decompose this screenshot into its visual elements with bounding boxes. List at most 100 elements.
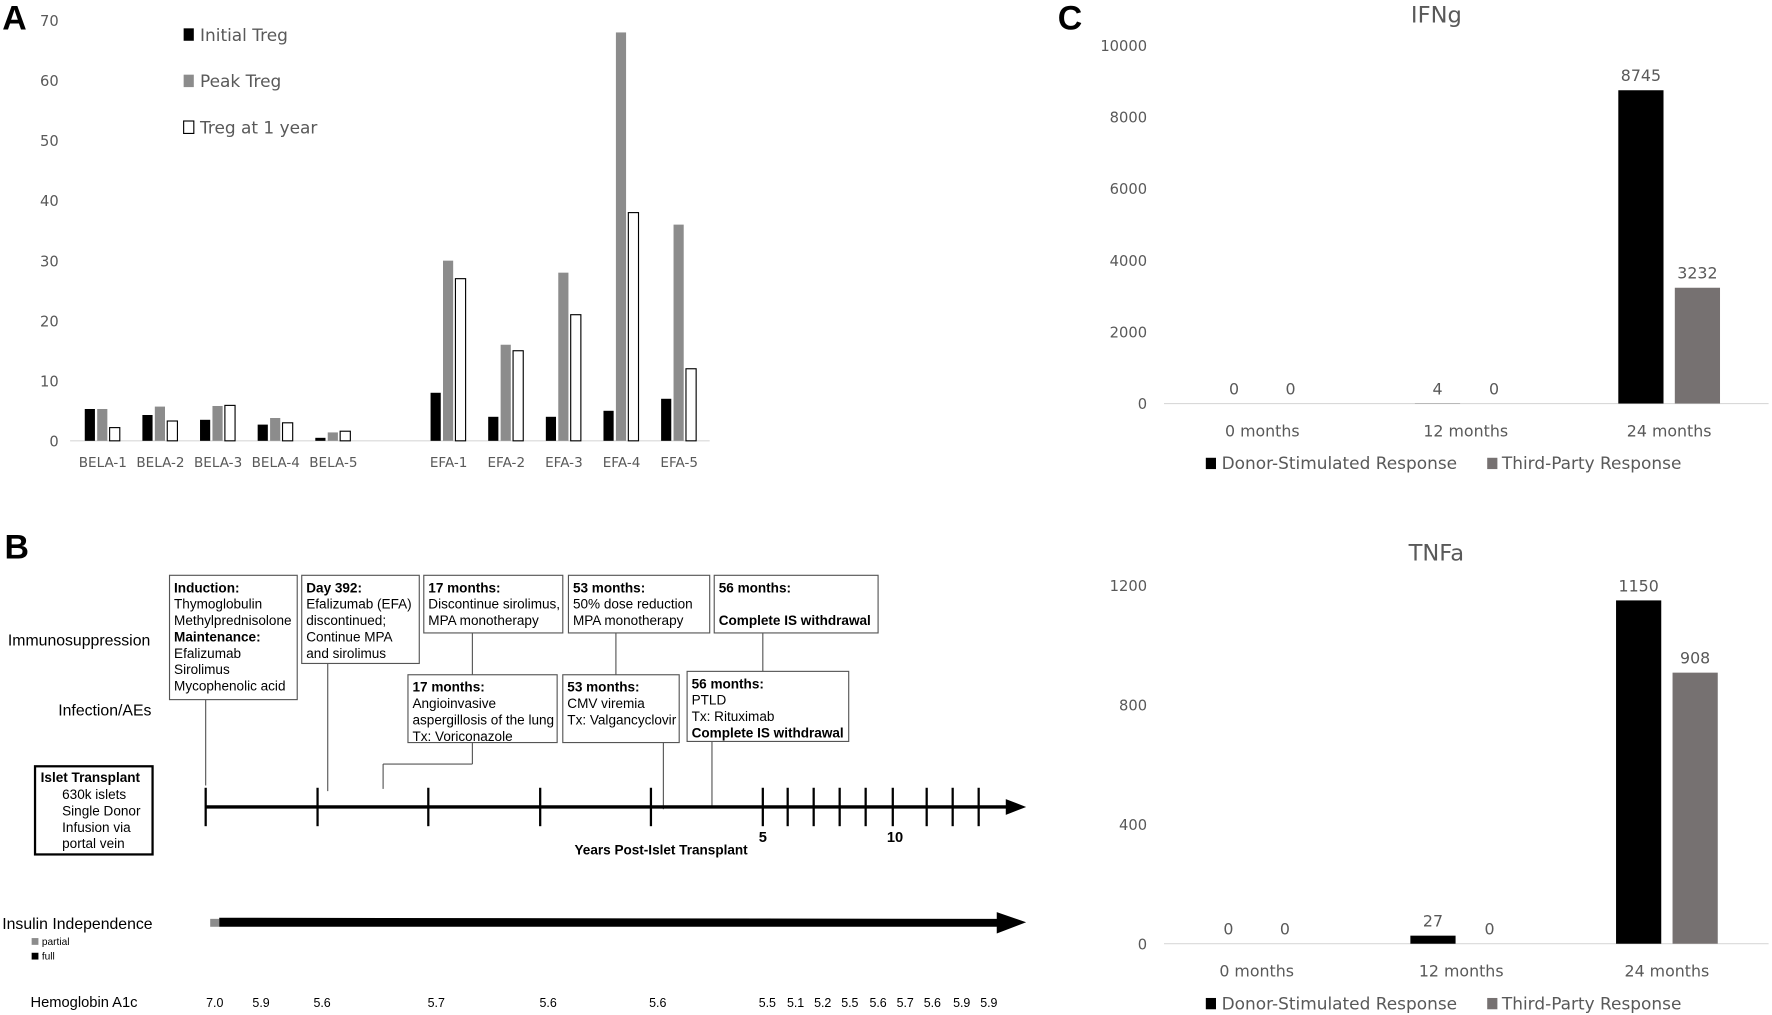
treg-chart: 0 10 20 30 40 50 60 70 BELA-1 BELA-2 BELA-3 BELA-4 B…	[40, 13, 710, 471]
bar-peak-treg	[443, 260, 454, 441]
hba1c-value: 5.6	[313, 996, 330, 1010]
event-box-line: and sirolimus	[306, 646, 386, 661]
data-label: 8745	[1621, 66, 1661, 85]
event-box-line: Efalizumab	[174, 646, 241, 661]
bar-donor-stimulated-response	[1616, 600, 1662, 944]
x-tick-label: EFA-4	[603, 455, 641, 471]
islet-transplant-line: Single Donor	[62, 803, 141, 818]
x-tick-label: BELA-4	[252, 455, 300, 471]
bar-initial-treg	[84, 408, 95, 441]
event-box-line: MPA monotherapy	[573, 613, 684, 628]
y-tick-label: 800	[1119, 698, 1147, 715]
hba1c-value: 5.5	[841, 996, 858, 1010]
legend-label-partial: partial	[42, 937, 70, 948]
event-box-line: Methylprednisolone	[174, 613, 291, 628]
islet-transplant-title: Islet Transplant	[41, 770, 141, 785]
bar-initial-treg	[545, 416, 557, 441]
hba1c-value: 5.9	[252, 996, 269, 1010]
x-tick-label: BELA-3	[194, 455, 242, 471]
bar-third-party-response	[1672, 672, 1718, 944]
legend-swatch	[1205, 457, 1216, 470]
x-tick-label: EFA-1	[430, 455, 468, 471]
data-label: 0	[1223, 920, 1233, 939]
event-box-line: PTLD	[692, 693, 727, 708]
x-tick-label: EFA-3	[545, 455, 583, 471]
bar-treg-at-1-year	[685, 368, 697, 442]
legend-swatch	[183, 28, 194, 41]
legend-label: Donor-Stimulated Response	[1222, 453, 1457, 473]
legend-label: Donor-Stimulated Response	[1222, 993, 1457, 1013]
legend-label: Third-Party Response	[1501, 993, 1682, 1013]
event-box-line: 17 months:	[412, 680, 484, 695]
event-box-line: 56 months:	[692, 676, 764, 691]
tnfa-chart: TNFa 0 400 800 1200 0 0 0 months 27 0 12 months 115…	[1110, 541, 1769, 1013]
event-box-line: Tx: Voriconazole	[412, 729, 512, 744]
chart-title: IFNg	[1411, 3, 1462, 29]
event-box-line: Efalizumab (EFA)	[306, 597, 411, 612]
data-label: 0	[1286, 379, 1296, 398]
data-label: 3232	[1677, 264, 1717, 283]
insulin-partial-bar	[210, 918, 220, 927]
y-tick-label: 20	[40, 313, 59, 330]
islet-transplant-line: 630k islets	[62, 787, 126, 802]
axis-title: Years Post-Islet Transplant	[575, 842, 749, 857]
legend-swatch	[1487, 457, 1498, 470]
event-box-line: Discontinue sirolimus,	[428, 597, 560, 612]
data-label: 0	[1280, 920, 1290, 939]
bar-treg-at-1-year	[454, 278, 467, 442]
legend-swatch-full	[31, 952, 39, 960]
bar-peak-treg	[615, 32, 627, 441]
panel-label-c: C	[1058, 0, 1082, 37]
legend-swatch	[1487, 997, 1498, 1010]
bar-initial-treg	[142, 414, 153, 441]
data-label: 908	[1680, 649, 1710, 668]
bar-peak-treg	[97, 408, 108, 441]
y-tick-label: 10000	[1100, 38, 1147, 55]
legend-label: Initial Treg	[200, 25, 288, 45]
bar-initial-treg	[488, 416, 499, 441]
panel-label-b: B	[5, 528, 29, 566]
event-box-line: Mycophenolic acid	[174, 679, 285, 694]
row-label-insulin: Insulin Independence	[2, 916, 153, 933]
event-box-line: Complete IS withdrawal	[692, 725, 844, 740]
y-tick-label: 60	[40, 73, 59, 90]
x-tick-label: 24 months	[1625, 961, 1710, 980]
bar-initial-treg	[430, 392, 441, 441]
hba1c-value: 5.6	[649, 996, 666, 1010]
x-tick-label: 24 months	[1627, 421, 1712, 440]
legend-swatch	[1205, 997, 1216, 1010]
hba1c-value: 5.6	[539, 996, 556, 1010]
event-box-line: Tx: Rituximab	[692, 709, 775, 724]
bar-initial-treg	[661, 398, 672, 441]
legend-swatch-partial	[31, 938, 39, 945]
bar-peak-treg	[327, 432, 338, 441]
y-tick-label: 2000	[1110, 325, 1147, 342]
x-tick-label: BELA-2	[136, 455, 184, 471]
legend-swatch	[183, 120, 195, 135]
hba1c-value: 5.9	[953, 996, 970, 1010]
y-tick-label: 4000	[1110, 253, 1147, 270]
data-label: 27	[1423, 912, 1443, 931]
y-tick-label: 70	[40, 13, 59, 30]
y-tick-label: 1200	[1110, 578, 1147, 595]
event-box	[562, 674, 680, 744]
bar-treg-at-1-year	[570, 314, 582, 442]
bar-treg-at-1-year	[109, 427, 121, 442]
bar-treg-at-1-year	[166, 420, 178, 442]
event-box	[423, 574, 564, 634]
event-box	[301, 574, 420, 665]
hba1c-value: 5.7	[897, 996, 914, 1010]
event-box-line: 53 months:	[573, 580, 645, 595]
legend-label: Third-Party Response	[1501, 453, 1682, 473]
bar-third-party-response	[1674, 287, 1721, 404]
bar-treg-at-1-year	[512, 350, 524, 442]
axis-label-10: 10	[887, 830, 903, 846]
hba1c-value: 5.5	[759, 996, 776, 1010]
bar-donor-stimulated-response	[1410, 935, 1456, 944]
hba1c-value: 5.9	[980, 996, 997, 1010]
ifng-chart: IFNg 0 2000 4000 6000 8000 10000 0 0 0 months 4 0 12…	[1100, 3, 1769, 473]
bar-treg-at-1-year	[339, 430, 351, 442]
event-box-line: Thymoglobulin	[174, 597, 262, 612]
bar-initial-treg	[200, 419, 211, 441]
